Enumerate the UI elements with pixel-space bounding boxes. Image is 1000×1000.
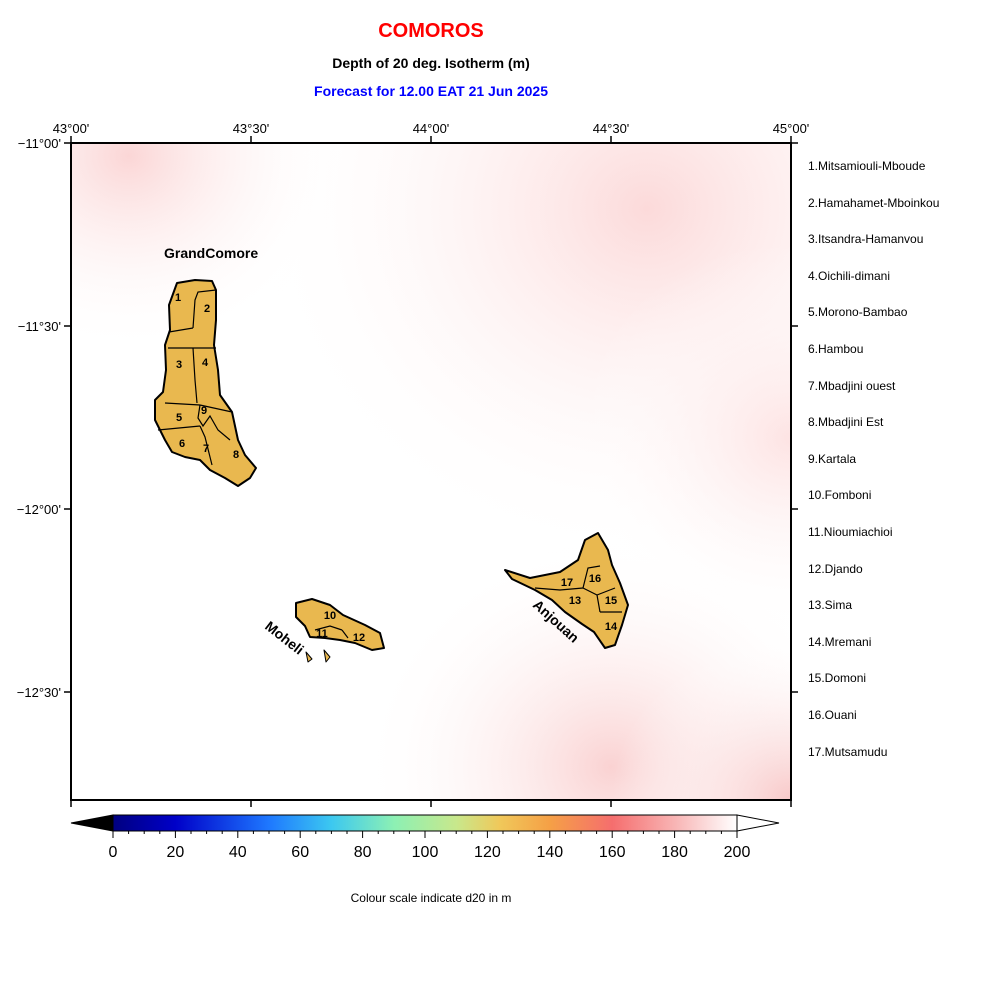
legend-item: 17.Mutsamudu — [808, 744, 888, 759]
region-2: 2 — [204, 303, 210, 315]
axis-ticks — [64, 136, 798, 807]
map-subtitle: Depth of 20 deg. Isotherm (m) — [332, 55, 530, 71]
legend-item: 9.Kartala — [808, 451, 857, 466]
lat-tick-label: −12°00' — [17, 502, 61, 517]
legend-item: 6.Hambou — [808, 342, 864, 356]
legend-item: 11.Nioumiachioi — [808, 525, 893, 539]
lon-tick-label: 43°30' — [233, 121, 270, 136]
legend-item: 16.Ouani — [808, 708, 857, 722]
moheli-island — [295, 598, 385, 663]
colorbar-tick-label: 160 — [599, 844, 626, 861]
legend-item: 4.Oichili-dimani — [808, 268, 891, 283]
region-15: 15 — [605, 595, 617, 607]
legend-item: 2.Hamahamet-Mboinkou — [808, 195, 940, 210]
colorbar-tick-label: 20 — [167, 844, 185, 861]
grand-comore-label: GrandComore — [164, 245, 258, 261]
legend-item: 3.Itsandra-Hamanvou — [808, 232, 924, 247]
lon-tick-label: 44°30' — [593, 121, 630, 136]
grand-comore-borders — [157, 289, 233, 466]
region-13: 13 — [569, 595, 581, 607]
region-10: 10 — [324, 610, 336, 622]
moheli-borders — [314, 625, 349, 639]
colorbar-tick-label: 0 — [109, 844, 118, 861]
legend-item: 10.Fomboni — [808, 488, 872, 503]
region-12: 12 — [353, 632, 365, 644]
colorbar-tick-label: 80 — [354, 844, 372, 861]
legend-item: 14.Mremani — [808, 634, 872, 649]
region-14: 14 — [605, 621, 618, 633]
legend-item: 5.Morono-Bambao — [808, 305, 908, 320]
lon-tick-label: 43°00' — [53, 121, 90, 136]
forecast-label: Forecast for 12.00 EAT 21 Jun 2025 — [314, 83, 548, 99]
colorbar-tick-label: 60 — [291, 844, 309, 861]
region-1: 1 — [175, 292, 181, 304]
lat-tick-label: −12°30' — [17, 685, 61, 700]
region-3: 3 — [176, 359, 182, 371]
colorbar-caption: Colour scale indicate d20 in m — [350, 891, 512, 905]
colorbar-tick-label: 140 — [536, 844, 563, 861]
legend-item: 15.Domoni — [808, 671, 867, 686]
colorbar-over-arrow — [736, 814, 780, 832]
region-8: 8 — [233, 449, 239, 461]
region-7: 7 — [203, 443, 209, 455]
region-4: 4 — [202, 357, 209, 369]
anjouan-island — [504, 532, 629, 649]
region-16: 16 — [589, 573, 601, 585]
d20-field — [71, 143, 791, 800]
colorbar-under-arrow — [70, 814, 114, 832]
colorbar-tick-label: 100 — [412, 844, 439, 861]
legend-item: 8.Mbadjini Est — [808, 415, 884, 430]
colorbar-tick-label: 180 — [661, 844, 688, 861]
legend-item: 1.Mitsamiouli-Mboude — [808, 159, 926, 173]
colorbar-tick-label: 200 — [724, 844, 751, 861]
colorbar-tick-label: 120 — [474, 844, 501, 861]
region-11: 11 — [316, 628, 328, 640]
map-title: COMOROS — [378, 20, 484, 42]
lat-tick-label: −11°30' — [18, 319, 61, 334]
lon-tick-label: 45°00' — [773, 121, 810, 136]
region-numbers: 1 2 3 4 5 6 7 8 9 10 11 12 13 14 15 16 1… — [175, 292, 618, 644]
colorbar-tick-label: 40 — [229, 844, 247, 861]
region-9: 9 — [201, 405, 207, 417]
lon-tick-label: 44°00' — [413, 121, 450, 136]
region-6: 6 — [179, 438, 185, 450]
legend-item: 7.Mbadjini ouest — [808, 378, 896, 393]
lat-tick-label: −11°00' — [18, 136, 61, 151]
legend-item: 12.Djando — [808, 561, 863, 576]
colorbar-gradient — [112, 814, 738, 832]
region-17: 17 — [561, 577, 573, 589]
anjouan-borders — [534, 565, 622, 613]
grand-comore-island — [154, 279, 257, 487]
region-5: 5 — [176, 412, 182, 424]
legend-item: 13.Sima — [808, 598, 853, 613]
colorbar: 0 20 40 60 80 100 120 140 160 180 200 — [70, 814, 780, 861]
